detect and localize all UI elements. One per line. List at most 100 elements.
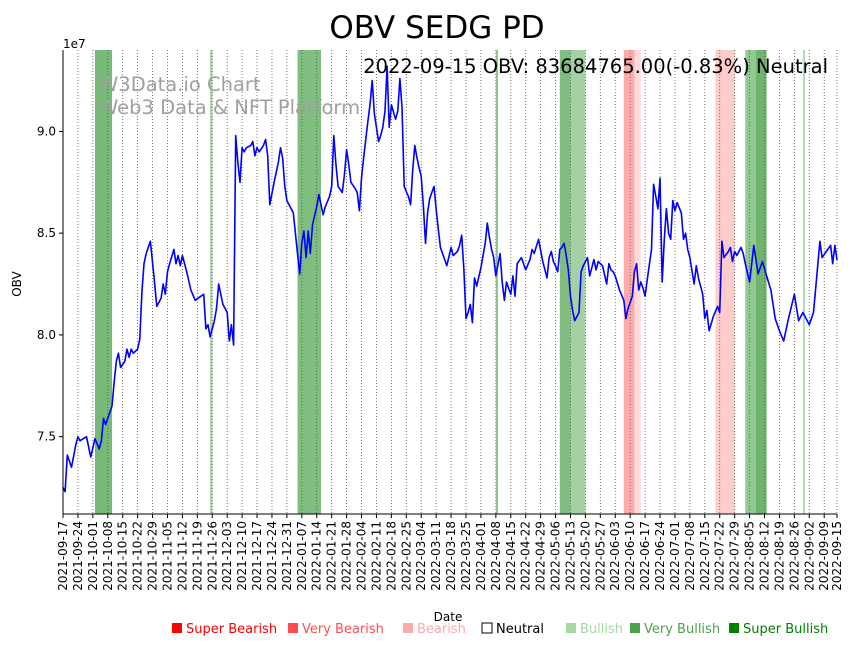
y-tick-label: 8.5 — [37, 226, 56, 240]
signal-region — [297, 50, 321, 514]
x-tick-label: 2022-05-06 — [549, 521, 563, 591]
x-tick-label: 2022-04-29 — [534, 521, 548, 591]
x-tick-label: 2021-10-15 — [116, 521, 130, 591]
x-tick-label: 2022-09-02 — [802, 521, 816, 591]
legend-item: Bullish — [566, 622, 623, 637]
x-tick-label: 2022-08-19 — [772, 521, 786, 591]
legend-swatch — [172, 623, 182, 633]
x-tick-label: 2022-06-10 — [623, 521, 637, 591]
x-tick-label: 2022-07-08 — [683, 521, 697, 591]
x-tick-label: 2022-03-04 — [414, 521, 428, 591]
x-tick-label: 2022-03-25 — [459, 521, 473, 591]
x-tick-label: 2021-12-17 — [250, 521, 264, 591]
legend-label: Neutral — [496, 622, 544, 637]
x-axis-label: Date — [434, 610, 463, 624]
x-tick-label: 2021-11-26 — [205, 521, 219, 591]
x-tick-label: 2022-08-26 — [787, 521, 801, 591]
x-tick-label: 2022-02-25 — [399, 521, 413, 591]
x-tick-label: 2022-07-01 — [668, 521, 682, 591]
x-tick-label: 2022-01-14 — [310, 521, 324, 591]
legend-label: Very Bearish — [302, 622, 384, 637]
x-tick-label: 2022-03-11 — [429, 521, 443, 591]
x-tick-label: 2022-05-20 — [578, 521, 592, 591]
legend-label: Bullish — [580, 622, 623, 637]
x-tick-label: 2022-08-12 — [758, 521, 772, 591]
watermark-line-2: Web3 Data & NFT Platform — [99, 96, 360, 119]
signal-region — [755, 50, 767, 514]
signal-region — [715, 50, 735, 514]
legend-label: Super Bearish — [186, 622, 277, 637]
legend-item: Neutral — [481, 622, 544, 637]
legend-item: Very Bearish — [288, 622, 384, 637]
legend-item: Bearish — [403, 622, 466, 637]
y-tick-label: 8.0 — [37, 328, 56, 342]
legend-swatch — [288, 623, 298, 633]
obv-line — [62, 65, 838, 493]
latest-value-annotation: 2022-09-15 OBV: 83684765.00(-0.83%) Neut… — [363, 55, 828, 78]
legend-swatch — [403, 623, 413, 633]
x-tick-label: 2022-02-11 — [369, 521, 383, 591]
chart-title: OBV SEDG PD — [329, 10, 544, 46]
x-tick-label: 2021-10-01 — [86, 521, 100, 591]
x-tick-label: 2022-06-24 — [653, 521, 667, 591]
y-axis-label: OBV — [10, 270, 24, 296]
x-tick-label: 2022-07-15 — [698, 521, 712, 591]
y-tick-label: 9.0 — [37, 124, 56, 138]
legend-label: Bearish — [417, 622, 466, 637]
x-tick-label: 2022-07-22 — [713, 521, 727, 591]
x-tick-label: 2022-05-27 — [593, 521, 607, 591]
x-tick-label: 2022-04-01 — [474, 521, 488, 591]
x-tick-label: 2022-01-28 — [340, 521, 354, 591]
x-tick-label: 2022-05-13 — [563, 521, 577, 591]
obv-series — [62, 65, 838, 493]
x-tick-label: 2022-07-29 — [728, 521, 742, 591]
x-gridlines — [62, 50, 838, 514]
watermark-line-1: W3Data.io Chart — [99, 73, 261, 96]
x-tick-label: 2021-09-17 — [56, 521, 70, 591]
signal-region — [210, 50, 213, 514]
x-tick-label: 2021-12-24 — [265, 521, 279, 591]
signal-region — [495, 50, 498, 514]
legend-item: Very Bullish — [630, 622, 720, 637]
legend-swatch — [729, 623, 739, 633]
x-tick-label: 2021-10-22 — [131, 521, 145, 591]
signal-region — [559, 50, 571, 514]
signal-region — [623, 50, 635, 514]
signal-region — [802, 50, 806, 514]
x-tick-label: 2022-06-03 — [608, 521, 622, 591]
legend-swatch — [566, 623, 576, 633]
legend-label: Very Bullish — [644, 622, 720, 637]
legend-item: Super Bearish — [172, 622, 277, 637]
x-tick-label: 2021-12-03 — [220, 521, 234, 591]
x-tick-label: 2021-10-08 — [101, 521, 115, 591]
x-tick-label: 2022-09-09 — [817, 521, 831, 591]
x-tick-label: 2022-06-17 — [638, 521, 652, 591]
legend-label: Super Bullish — [743, 622, 828, 637]
signal-region — [570, 50, 586, 514]
x-tick-label: 2021-10-29 — [146, 521, 160, 591]
x-tick-label: 2021-11-19 — [190, 521, 204, 591]
x-tick-label: 2021-09-24 — [71, 521, 85, 591]
x-tick-label: 2022-01-21 — [325, 521, 339, 591]
legend: Super Bearish Very Bearish Bearish Neutral B… — [172, 622, 828, 637]
x-tick-label: 2021-11-05 — [160, 521, 174, 591]
legend-item: Super Bullish — [729, 622, 828, 637]
x-tick-label: 2022-08-05 — [743, 521, 757, 591]
x-tick-label: 2021-12-31 — [280, 521, 294, 591]
x-tick-label: 2022-04-08 — [489, 521, 503, 591]
x-tick-label: 2022-02-18 — [384, 521, 398, 591]
x-tick-label: 2022-01-07 — [295, 521, 309, 591]
x-tick-label: 2022-04-15 — [504, 521, 518, 591]
x-tick-label: 2022-02-04 — [355, 521, 369, 591]
x-tick-label: 2021-12-10 — [235, 521, 249, 591]
x-tick-label: 2022-04-22 — [519, 521, 533, 591]
signal-regions — [94, 50, 806, 514]
y-tick-label: 7.5 — [37, 430, 56, 444]
x-tick-label: 2021-11-12 — [175, 521, 189, 591]
x-tick-label: 2022-03-18 — [444, 521, 458, 591]
y-exponent-label: 1e7 — [63, 37, 86, 51]
legend-swatch — [630, 623, 640, 633]
x-tick-label: 2022-09-15 — [830, 521, 844, 591]
